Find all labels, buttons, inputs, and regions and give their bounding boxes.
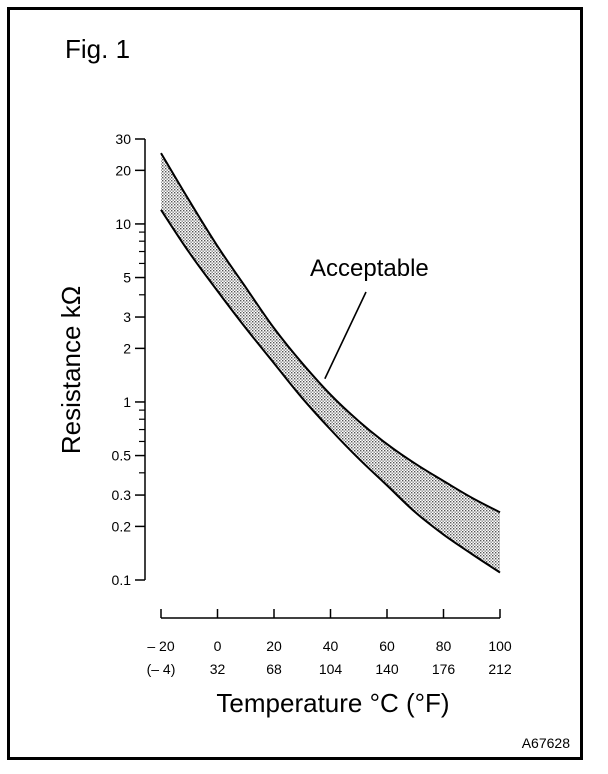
lower-limit-curve (160, 209, 501, 574)
curve-layer (160, 152, 501, 574)
figure-code: A67628 (521, 735, 570, 751)
upper-limit-curve (160, 152, 501, 514)
y-tick-label: 2 (123, 340, 131, 356)
x-tick-label-fahrenheit: (– 4) (147, 661, 176, 677)
y-axis-ticks: 30 20 10 5 3 2 1 0.5 0.3 0.2 0.1 (112, 131, 145, 588)
x-tick-label-fahrenheit: 104 (319, 661, 343, 677)
acceptable-band-layer (161, 153, 500, 573)
y-tick-label: 10 (115, 216, 131, 232)
x-axis-ticks: – 20 (– 4) 0 32 20 68 40 104 60 140 80 176 100 212 (147, 609, 512, 677)
annotation-acceptable: Acceptable (310, 255, 429, 282)
y-tick-label: 0.2 (112, 518, 132, 534)
y-tick-label: 30 (115, 131, 131, 147)
x-tick-label-celsius: 100 (488, 638, 512, 654)
annotation-leader-line (324, 291, 367, 380)
y-tick-label: 0.5 (112, 448, 132, 464)
y-axis-title: Resistance kΩ (56, 286, 86, 454)
y-tick-label: 5 (123, 270, 131, 286)
x-tick-label-celsius: 0 (214, 638, 222, 654)
x-tick-label-celsius: 40 (323, 638, 339, 654)
y-tick-label: 20 (115, 162, 131, 178)
acceptable-band (161, 153, 500, 573)
x-axis-title: Temperature °C (°F) (216, 688, 449, 718)
y-tick-label: 0.3 (112, 487, 132, 503)
y-tick-label: 0.1 (112, 572, 132, 588)
y-tick-label: 3 (123, 309, 131, 325)
x-tick-label-celsius: 80 (436, 638, 452, 654)
y-tick-label: 1 (123, 394, 131, 410)
x-tick-label-celsius: – 20 (147, 638, 174, 654)
x-tick-label-fahrenheit: 32 (210, 661, 226, 677)
x-tick-label-fahrenheit: 212 (488, 661, 512, 677)
x-tick-label-fahrenheit: 176 (432, 661, 456, 677)
x-tick-label-celsius: 20 (266, 638, 282, 654)
x-tick-label-celsius: 60 (379, 638, 395, 654)
figure-title: Fig. 1 (65, 34, 131, 64)
x-tick-label-fahrenheit: 140 (375, 661, 399, 677)
x-tick-label-fahrenheit: 68 (266, 661, 282, 677)
